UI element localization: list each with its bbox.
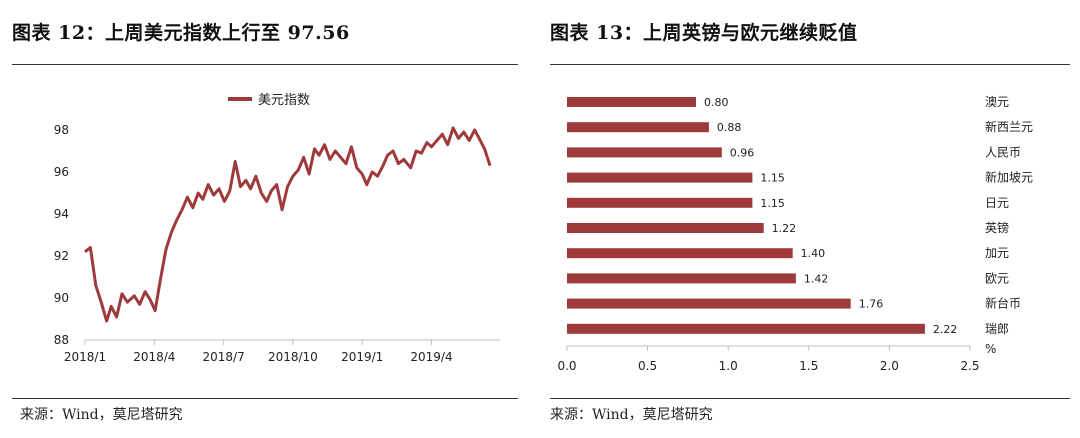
x-tick-label: 2019/4 [410,350,452,364]
bar [567,147,722,158]
y-tick-label: 94 [54,207,69,221]
y-tick-label: 96 [54,165,69,179]
bar [567,298,851,309]
x-tick-label: 2.0 [880,359,899,373]
x-tick-label: 2018/1 [64,350,106,364]
bar-chart: 0.0 0.5 1.0 1.5 2.0 2.5 0.80 澳元 0.88 新西兰元 0.96 人民币 1… [557,95,1033,373]
x-tick-label: 0.5 [638,359,657,373]
left-title-rule [12,64,518,65]
bar [567,248,793,259]
x-tick-label: 2018/4 [133,350,175,364]
y-tick-label: 98 [54,123,69,137]
bar-value-label: 1.42 [804,272,829,285]
category-label: 加元 [985,246,1009,260]
legend-label: 美元指数 [258,93,310,108]
y-tick-label: 92 [54,249,69,263]
category-label: 英镑 [985,220,1009,235]
category-label: 澳元 [985,95,1009,109]
right-source-note: 来源：Wind，莫尼塔研究 [550,407,713,423]
line-chart: 88 90 92 94 96 98 2018/1 2018/4 2018/7 2018/10 201… [54,93,500,364]
bar-value-label: 0.80 [704,96,729,109]
bar [567,223,764,233]
x-tick-label: 2.5 [960,359,979,373]
y-tick-label: 90 [54,291,69,305]
bar [567,122,709,133]
y-tick-label: 88 [54,333,69,347]
bar-value-label: 0.88 [717,121,742,134]
right-title-rule [550,64,1070,65]
right-source-rule [550,398,1070,399]
bar-value-label: 1.22 [772,222,797,235]
category-label: 日元 [985,196,1009,210]
category-label: 人民币 [985,145,1021,159]
x-tick-label: 1.5 [799,359,818,373]
bar [567,197,753,208]
left-chart-panel: 图表 12：上周美元指数上行至 97.56 88 90 92 94 96 98 2018/1… [0,0,530,438]
right-figure-title: 图表 13：上周英镑与欧元继续贬值 [550,22,858,44]
bar [567,172,753,183]
right-chart-panel: 图表 13：上周英镑与欧元继续贬值 0.0 0.5 1.0 1.5 2.0 2.5 0.80… [545,0,1080,438]
x-tick-label: 1.0 [719,359,738,373]
category-label: 新台币 [985,296,1021,311]
left-source-rule [12,398,518,399]
x-axis-unit-label: % [985,342,996,356]
left-figure-title: 图表 12：上周美元指数上行至 97.56 [12,22,350,44]
left-source-note: 来源：Wind，莫尼塔研究 [20,407,183,423]
category-label: 瑞郎 [985,322,1009,336]
x-tick-label: 0.0 [557,359,576,373]
x-tick-label: 2018/7 [202,350,244,364]
bar-value-label: 1.15 [760,197,785,210]
bar-value-label: 1.40 [801,247,826,260]
bar-value-label: 2.22 [933,323,958,336]
bar [567,323,925,334]
series-line-usd-index [84,126,492,323]
bar-value-label: 1.15 [760,172,785,185]
bar-value-label: 0.96 [730,146,755,159]
x-tick-label: 2018/10 [268,350,318,364]
category-label: 新西兰元 [985,119,1033,134]
x-tick-label: 2019/1 [341,350,383,364]
bar [567,97,696,107]
bar [567,273,796,284]
category-label: 欧元 [985,271,1009,285]
bar-value-label: 1.76 [859,298,884,311]
category-label: 新加坡元 [985,170,1033,185]
